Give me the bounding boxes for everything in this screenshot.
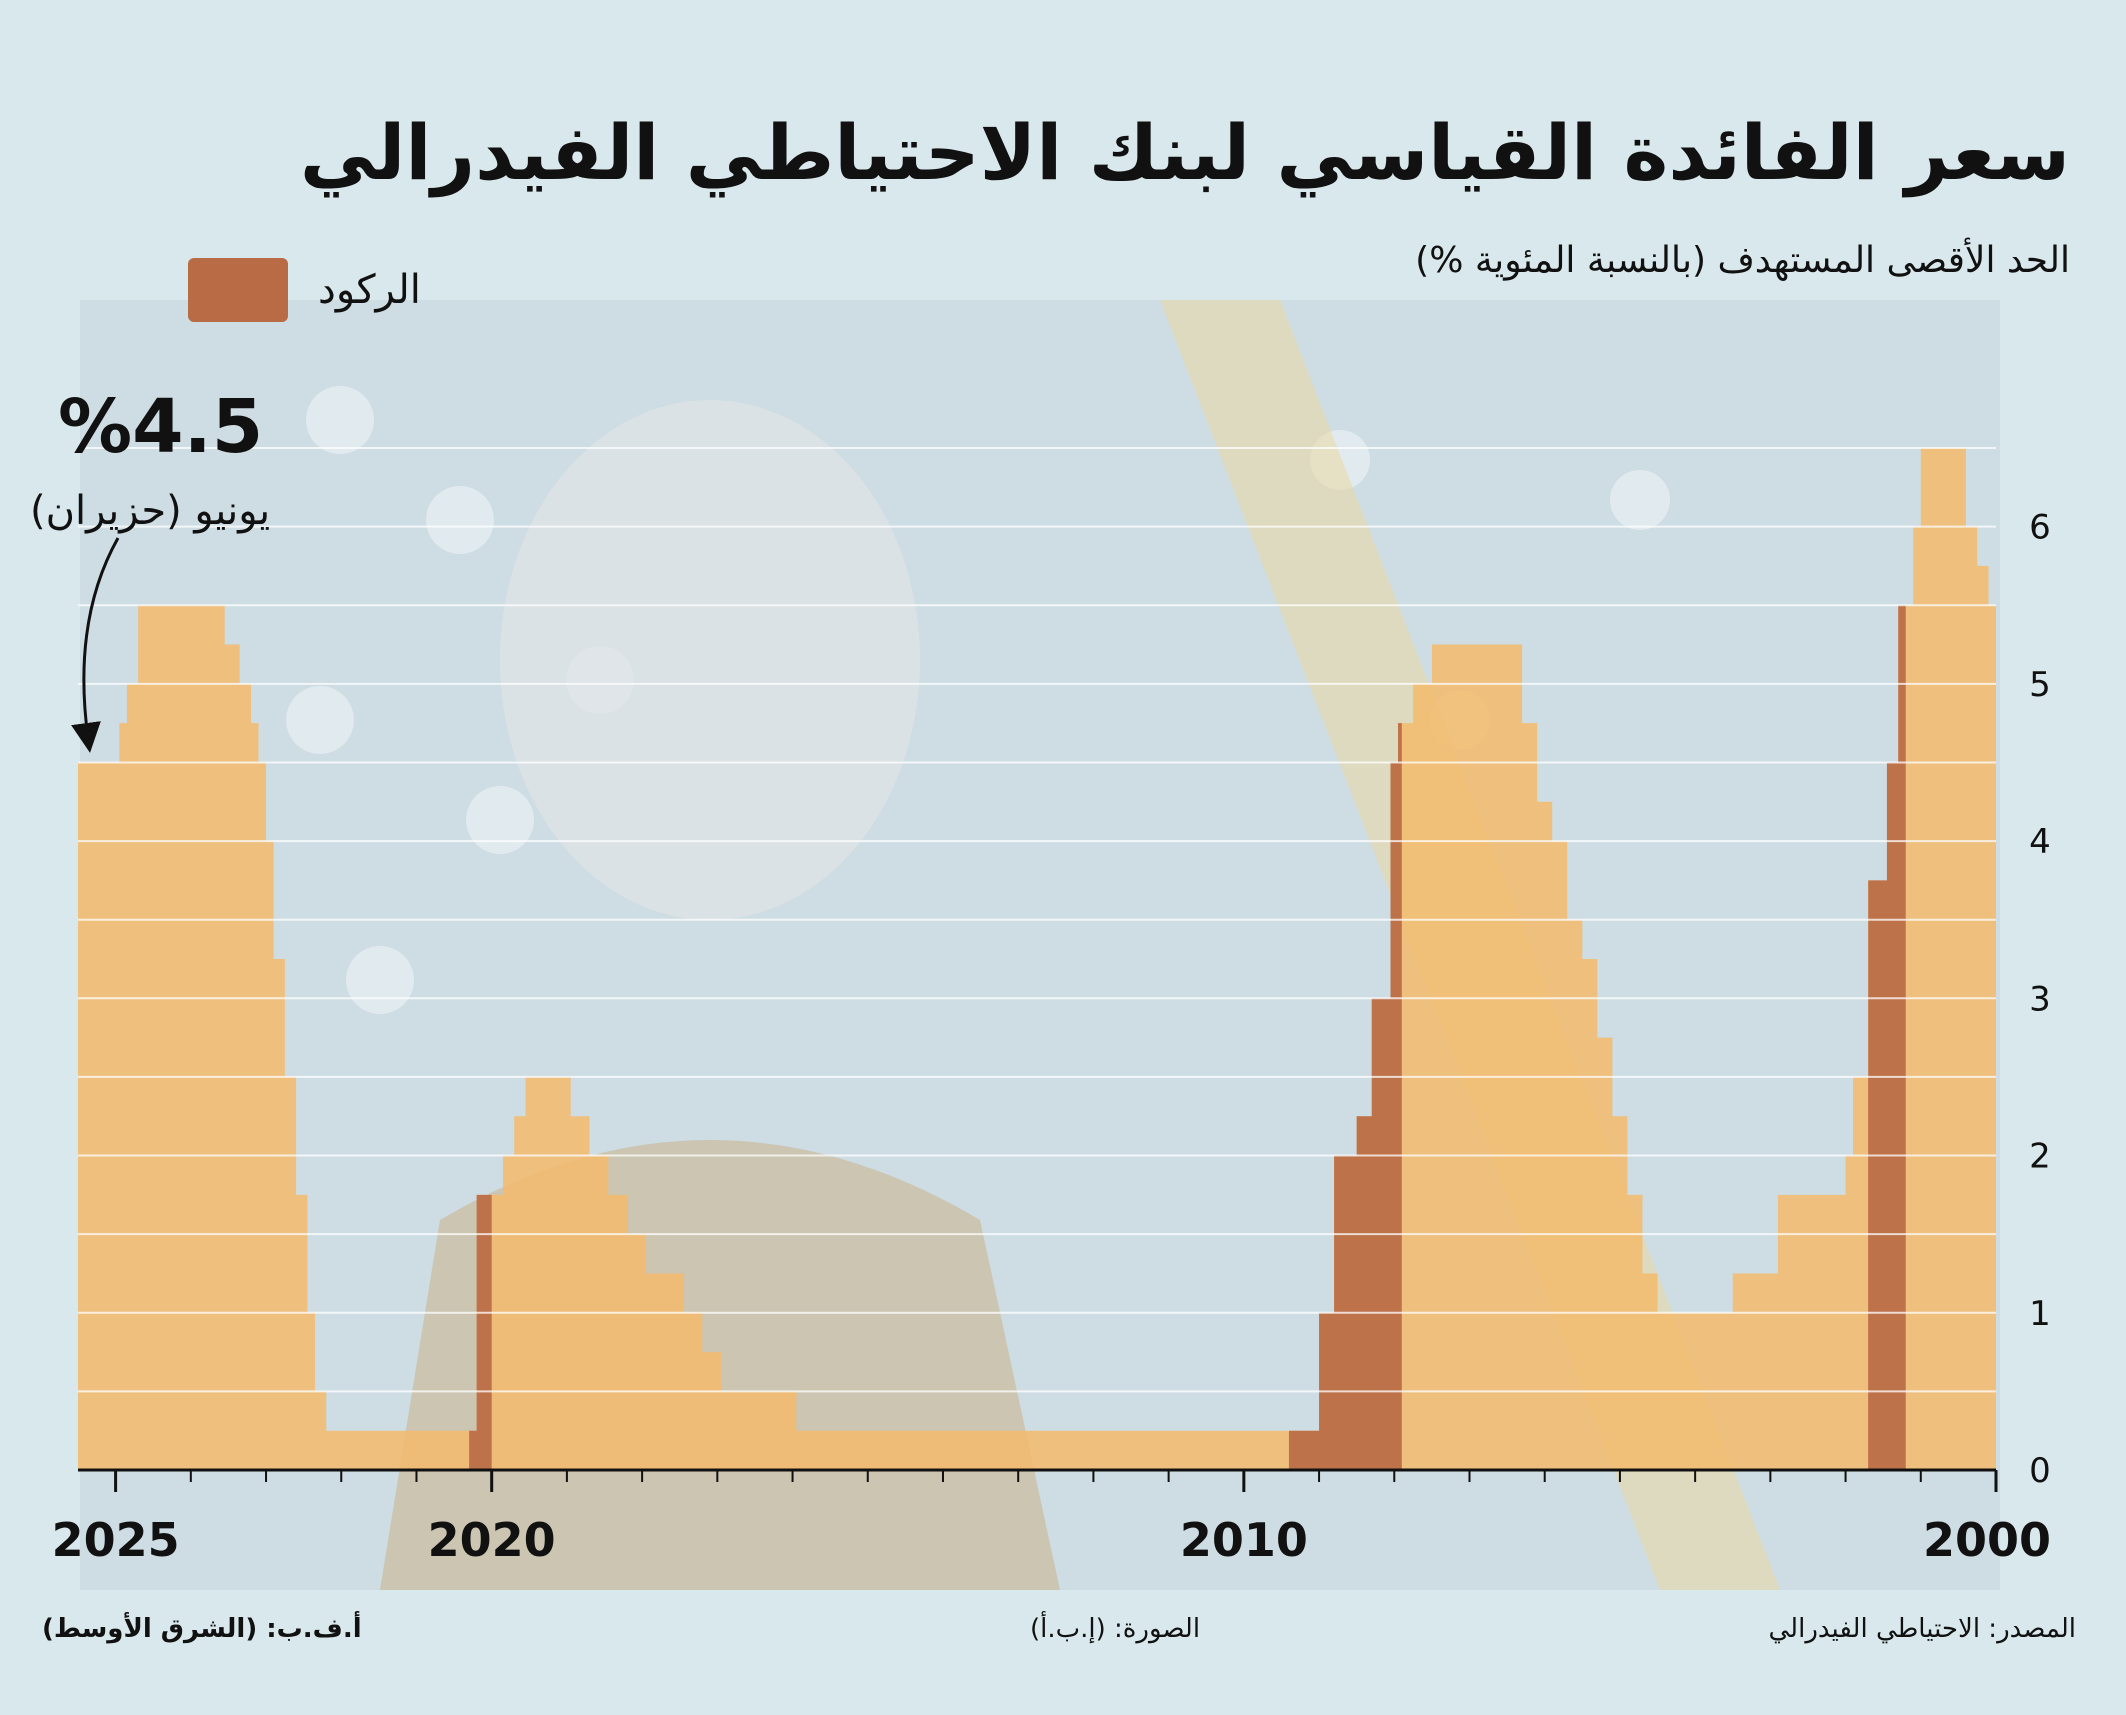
- y-tick-label: 5: [2029, 665, 2051, 705]
- portrait-head: [500, 400, 920, 920]
- x-tick-label: 2000: [1923, 1513, 2051, 1567]
- callout-arrow: [71, 537, 120, 753]
- callout-date: يونيو (حزيران): [30, 488, 271, 534]
- x-tick-label: 2010: [1180, 1513, 1308, 1567]
- footer-source: المصدر: الاحتياطي الفيدرالي: [1768, 1614, 2076, 1644]
- legend: الركود: [188, 258, 421, 322]
- x-tick-label: 2020: [428, 1513, 556, 1567]
- y-tick-label: 6: [2029, 508, 2051, 548]
- legend-label-recession: الركود: [318, 267, 421, 313]
- y-tick-label: 2: [2029, 1137, 2051, 1177]
- footer-credit: أ.ف.ب: (الشرق الأوسط): [42, 1614, 362, 1644]
- rate-area: [78, 448, 1996, 1470]
- y-axis-ticks: 0 1 2 3 4 5 6: [2029, 508, 2051, 1491]
- chart-title: سعر الفائدة القياسي لبنك الاحتياطي الفيد…: [299, 108, 2071, 197]
- legend-swatch-recession: [188, 258, 288, 322]
- gridlines: [78, 447, 1996, 1393]
- x-axis-ticks: 2000 2010 2020 2025: [52, 1470, 2051, 1567]
- x-tick-label: 2025: [52, 1513, 180, 1567]
- callout-value: %4.5: [58, 384, 264, 470]
- y-tick-label: 0: [2029, 1451, 2051, 1491]
- y-tick-label: 3: [2029, 979, 2051, 1019]
- footer-photo-credit: الصورة: (إ.ب.أ): [1030, 1614, 1201, 1644]
- chart-subtitle: الحد الأقصى المستهدف (بالنسبة المئوية %): [1415, 240, 2070, 281]
- y-tick-label: 4: [2029, 822, 2051, 862]
- rate-area-series: [78, 448, 1996, 1470]
- y-tick-label: 1: [2029, 1294, 2051, 1334]
